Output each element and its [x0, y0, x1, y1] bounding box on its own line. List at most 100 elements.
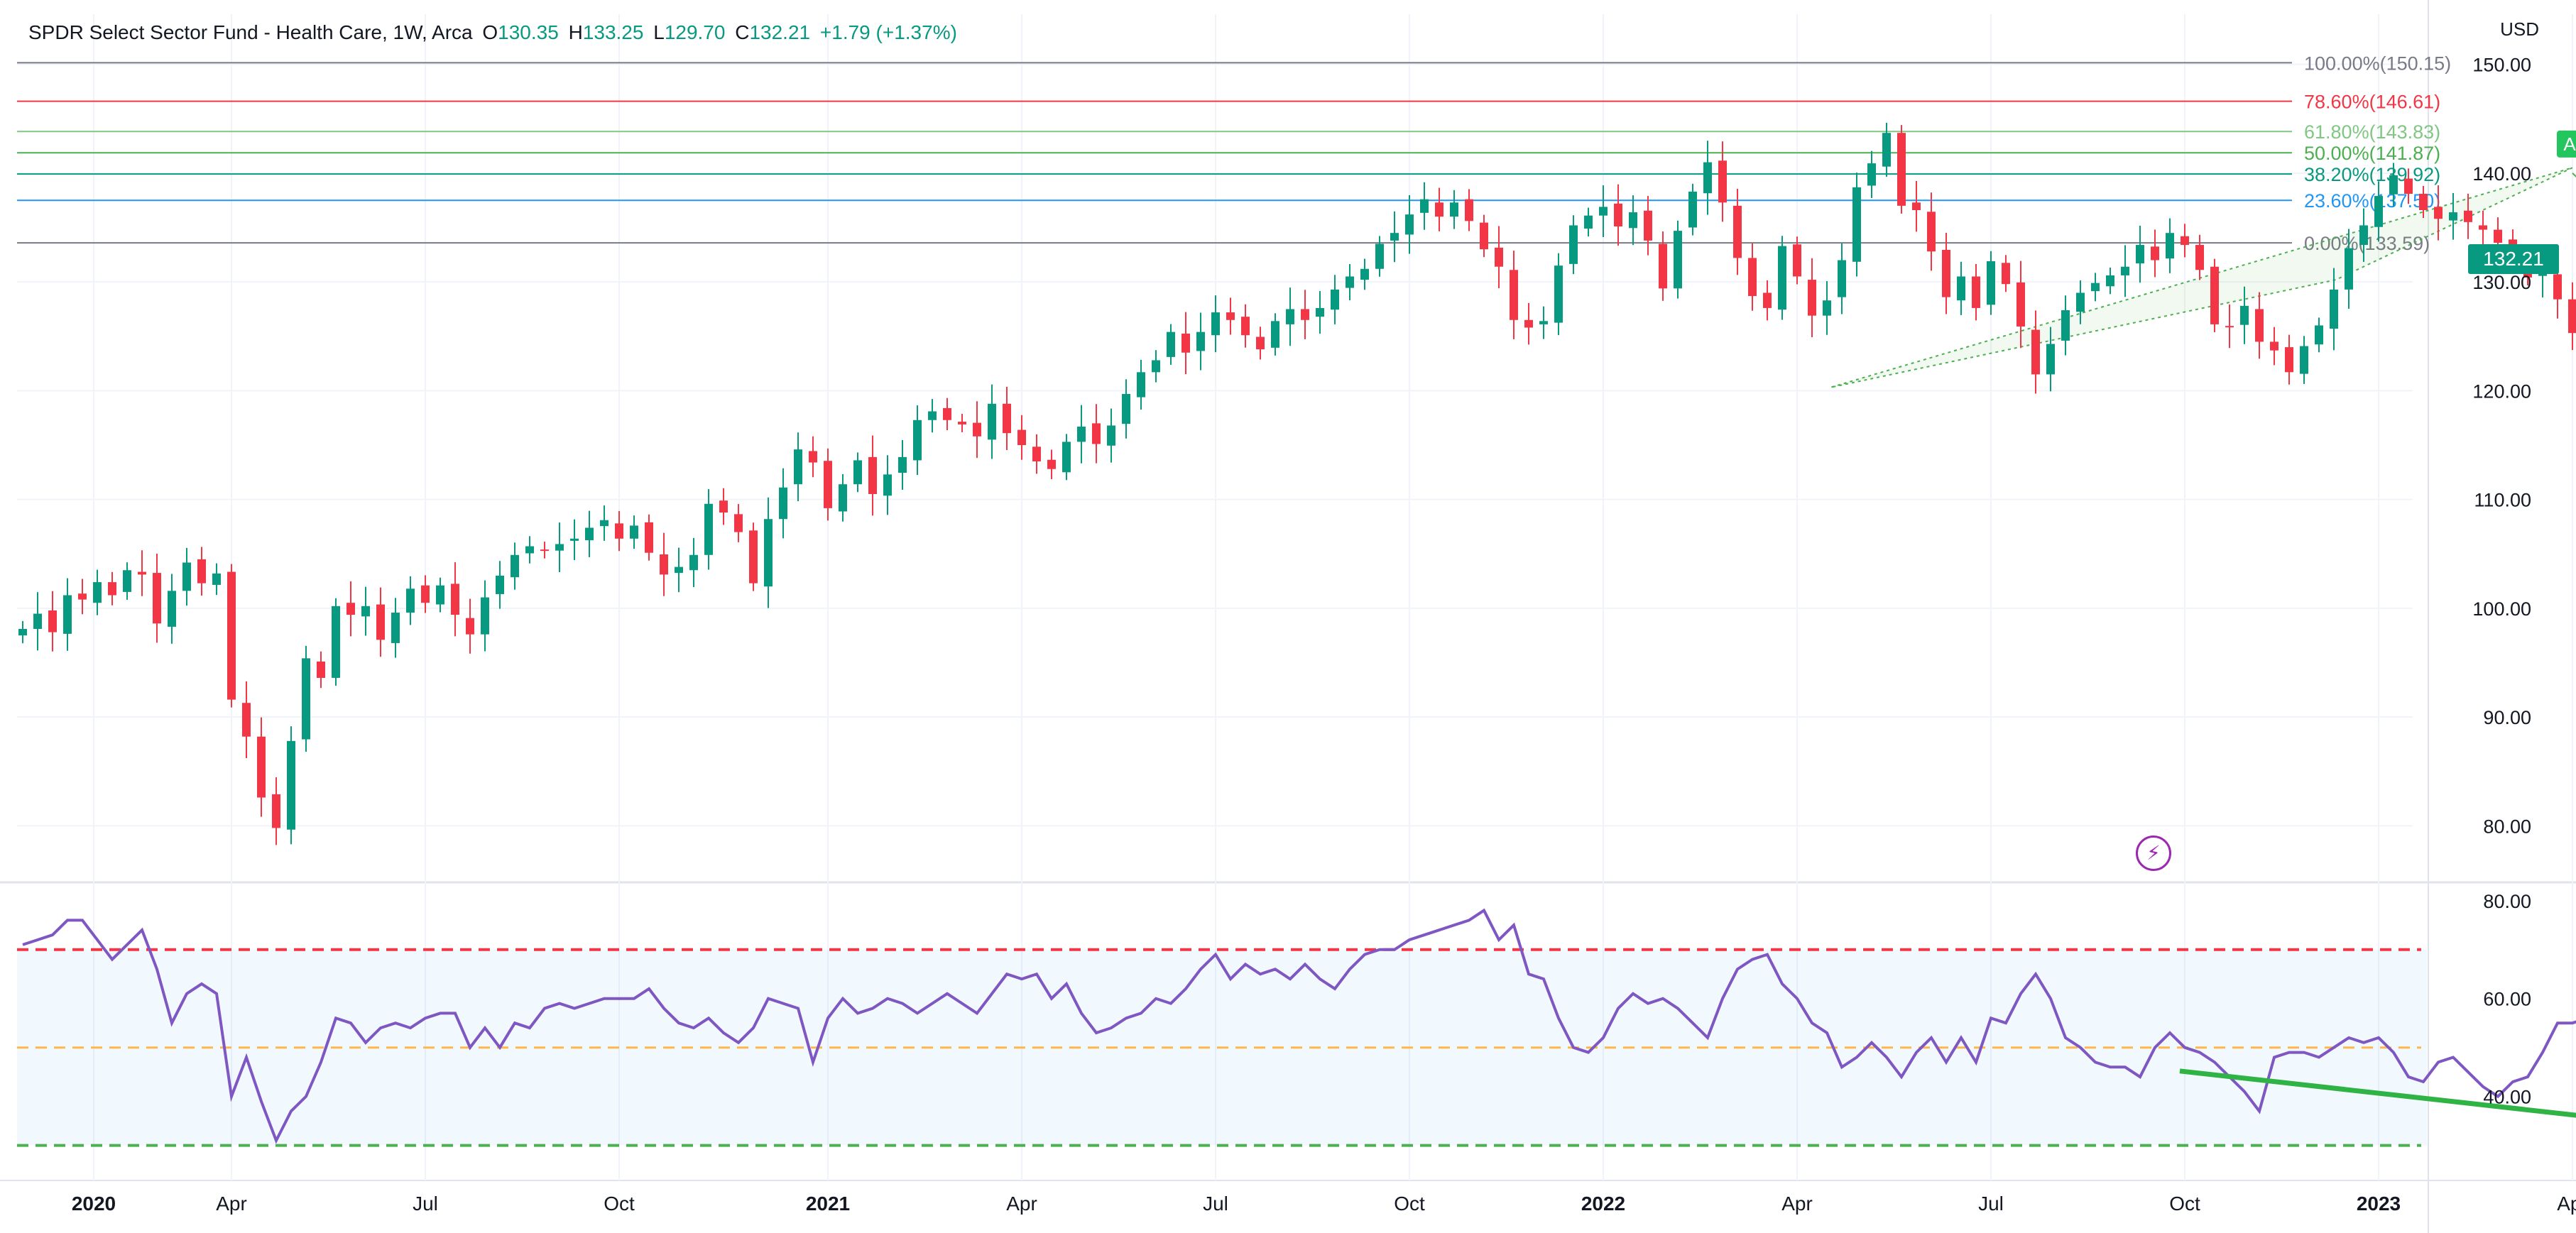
candle-body[interactable] [2449, 212, 2457, 221]
candle-body[interactable] [1375, 243, 1384, 269]
candle-body[interactable] [197, 559, 206, 583]
candle-body[interactable] [2494, 229, 2502, 243]
candle-body[interactable] [332, 605, 340, 678]
rsi-line[interactable] [22, 908, 2576, 1144]
candle-body[interactable] [1584, 215, 1593, 229]
candle-body[interactable] [1539, 321, 1548, 324]
candle-body[interactable] [2195, 245, 2204, 270]
candle-body[interactable] [958, 422, 966, 424]
candle-body[interactable] [570, 538, 579, 541]
candle-body[interactable] [1674, 231, 1682, 289]
candle-body[interactable] [511, 554, 519, 578]
candle-body[interactable] [2404, 178, 2413, 194]
candle-body[interactable] [18, 629, 27, 636]
candle-body[interactable] [1107, 425, 1115, 446]
candle-body[interactable] [2330, 289, 2338, 329]
candle-body[interactable] [2389, 175, 2398, 194]
candle-body[interactable] [2002, 263, 2010, 285]
candle-body[interactable] [1733, 205, 1742, 258]
candle-body[interactable] [1032, 446, 1041, 461]
candle-body[interactable] [615, 523, 623, 539]
candle-body[interactable] [138, 571, 146, 575]
pattern-point-badge[interactable] [2557, 130, 2576, 158]
candle-body[interactable] [1823, 300, 1831, 316]
candle-body[interactable] [2031, 329, 2040, 375]
candle-body[interactable] [794, 449, 802, 485]
candle-body[interactable] [1912, 202, 1921, 210]
candle-body[interactable] [1942, 249, 1950, 297]
candle-body[interactable] [376, 604, 385, 640]
candle-body[interactable] [2225, 326, 2234, 328]
candle-body[interactable] [2210, 266, 2219, 324]
candle-body[interactable] [227, 571, 236, 700]
candle-body[interactable] [1495, 247, 1503, 267]
candle-body[interactable] [451, 583, 459, 615]
candle-body[interactable] [1316, 307, 1324, 317]
candle-body[interactable] [764, 519, 773, 587]
candle-body[interactable] [391, 613, 400, 643]
candle-body[interactable] [2136, 245, 2144, 264]
rsi-divergence-trendline[interactable] [2179, 1068, 2576, 1134]
candle-body[interactable] [1867, 163, 1876, 186]
candle-body[interactable] [1927, 212, 1936, 252]
candle-body[interactable] [1405, 214, 1414, 235]
abcd-triangle-pattern[interactable]: ABCD [1830, 130, 2576, 388]
candle-body[interactable] [555, 544, 564, 551]
symbol-legend[interactable]: SPDR Select Sector Fund - Health Care, 1… [28, 21, 961, 44]
candle-body[interactable] [1524, 319, 1533, 328]
candle-body[interactable] [2419, 194, 2428, 210]
candle-body[interactable] [496, 575, 504, 594]
candle-body[interactable] [824, 461, 832, 508]
candle-body[interactable] [1331, 289, 1339, 310]
candle-body[interactable] [839, 484, 847, 512]
candle-body[interactable] [2270, 341, 2278, 351]
candle-body[interactable] [406, 588, 415, 613]
candle-body[interactable] [287, 740, 295, 830]
candle-body[interactable] [809, 451, 817, 463]
candle-body[interactable] [988, 403, 996, 440]
candle-body[interactable] [853, 460, 862, 485]
candle-body[interactable] [1211, 312, 1220, 336]
candle-body[interactable] [1987, 261, 1995, 305]
candle-body[interactable] [182, 562, 191, 591]
candle-body[interactable] [525, 546, 534, 554]
candle-body[interactable] [1420, 199, 1429, 213]
candle-body[interactable] [1346, 276, 1354, 288]
candle-body[interactable] [1554, 265, 1563, 323]
candle-body[interactable] [1390, 233, 1399, 241]
candle-body[interactable] [1897, 133, 1906, 206]
candle-body[interactable] [2151, 246, 2159, 261]
candle-body[interactable] [2374, 196, 2383, 227]
candle-body[interactable] [675, 566, 683, 574]
candle-body[interactable] [436, 585, 444, 605]
candle-body[interactable] [913, 420, 922, 461]
candle-body[interactable] [704, 503, 713, 555]
candle-body[interactable] [1062, 442, 1071, 473]
candle-body[interactable] [779, 487, 787, 520]
candle-body[interactable] [242, 703, 251, 737]
candle-body[interactable] [2121, 266, 2129, 275]
candle-body[interactable] [868, 456, 877, 494]
candle-body[interactable] [585, 527, 594, 541]
candle-body[interactable] [734, 514, 743, 532]
rsi-indicator[interactable] [17, 908, 2576, 1147]
fibonacci-retracement[interactable]: 100.00%(150.15) 78.60%(146.61) 61.80%(143.… [17, 53, 2451, 254]
candle-body[interactable] [600, 520, 608, 527]
candle-body[interactable] [2166, 233, 2174, 259]
candle-body[interactable] [78, 593, 87, 600]
candle-body[interactable] [2076, 292, 2085, 312]
candle-body[interactable] [2315, 325, 2323, 345]
candle-body[interactable] [2061, 309, 2070, 341]
candle-body[interactable] [1241, 317, 1250, 336]
lightning-icon[interactable]: ⚡ [2136, 835, 2171, 871]
candle-body[interactable] [317, 661, 325, 678]
candle-body[interactable] [630, 525, 638, 539]
candle-body[interactable] [1644, 210, 1652, 241]
candle-body[interactable] [719, 500, 728, 513]
candle-body[interactable] [481, 597, 489, 635]
candle-body[interactable] [2479, 225, 2487, 230]
candle-body[interactable] [361, 605, 370, 617]
candle-body[interactable] [1137, 372, 1145, 398]
candle-body[interactable] [973, 422, 981, 437]
